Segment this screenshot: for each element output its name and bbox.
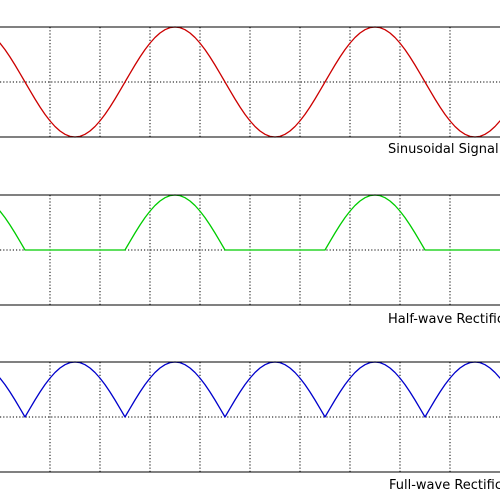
panel-grid (0, 27, 500, 137)
panel-full-wave: Full-wave Rectific (0, 361, 500, 493)
series-line (0, 361, 500, 418)
panel-title: Sinusoidal Signal (388, 142, 499, 157)
panel-series (0, 26, 500, 138)
series-line (0, 194, 500, 251)
panel-series (0, 194, 500, 251)
panel-title: Full-wave Rectific (389, 478, 500, 493)
panel-frame (0, 361, 500, 473)
panel-frame (0, 26, 500, 138)
panel-half-wave: Half-wave Rectific (0, 194, 500, 327)
panel-sinusoidal: Sinusoidal Signal (0, 26, 500, 157)
panel-grid (0, 362, 500, 472)
panel-title: Half-wave Rectific (388, 312, 500, 327)
panel-series (0, 361, 500, 418)
series-line (0, 26, 500, 138)
panel-frame (0, 194, 500, 306)
